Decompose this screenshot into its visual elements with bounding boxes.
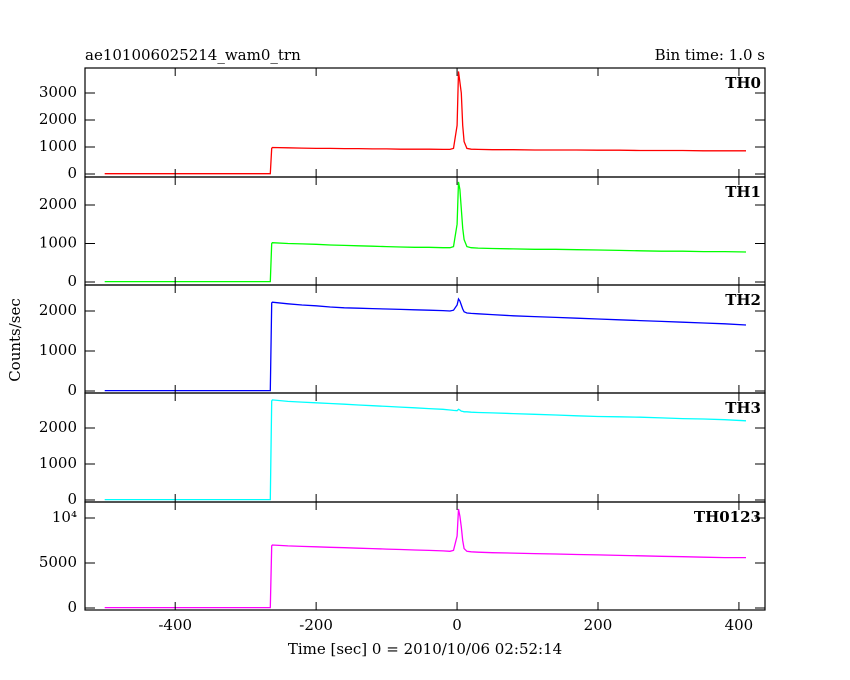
y-tick-label: 1000 bbox=[39, 233, 77, 251]
y-tick-label: 10⁴ bbox=[52, 508, 77, 526]
light-curve bbox=[104, 399, 747, 501]
y-tick-label: 2000 bbox=[39, 301, 77, 319]
panel-label: TH0 bbox=[725, 74, 761, 92]
panel-label: TH1 bbox=[725, 183, 761, 201]
panel-frame bbox=[84, 392, 766, 503]
y-tick-label: 3000 bbox=[39, 83, 77, 101]
light-curve bbox=[104, 297, 747, 392]
panel-frame bbox=[84, 176, 766, 286]
panel-frame bbox=[84, 501, 766, 611]
panel-label: TH3 bbox=[725, 399, 761, 417]
panel-frame bbox=[84, 67, 766, 178]
y-tick-label: 1000 bbox=[39, 454, 77, 472]
y-tick-label: 2000 bbox=[39, 195, 77, 213]
y-tick-label: 1000 bbox=[39, 137, 77, 155]
bin-time: Bin time: 1.0 s bbox=[655, 46, 765, 64]
light-curve bbox=[104, 181, 747, 283]
light-curve bbox=[104, 508, 746, 609]
y-tick-label: 2000 bbox=[39, 418, 77, 436]
x-tick-label: 400 bbox=[725, 616, 754, 634]
y-tick-label: 0 bbox=[67, 381, 77, 399]
x-tick-label: -400 bbox=[158, 616, 192, 634]
y-tick-label: 2000 bbox=[39, 110, 77, 128]
y-tick-label: 0 bbox=[67, 598, 77, 616]
light-curve bbox=[104, 71, 746, 175]
x-axis-label: Time [sec] 0 = 2010/10/06 02:52:14 bbox=[288, 640, 562, 658]
panel-frame bbox=[84, 284, 766, 394]
panel-label: TH0123 bbox=[694, 508, 761, 526]
chart-title: ae101006025214_wam0_trn bbox=[85, 46, 301, 64]
x-tick-label: 0 bbox=[452, 616, 462, 634]
y-tick-label: 1000 bbox=[39, 341, 77, 359]
y-tick-label: 0 bbox=[67, 272, 77, 290]
panel-label: TH2 bbox=[725, 291, 761, 309]
y-tick-label: 0 bbox=[67, 490, 77, 508]
x-tick-label: -200 bbox=[299, 616, 333, 634]
x-tick-label: 200 bbox=[584, 616, 613, 634]
y-tick-label: 0 bbox=[67, 164, 77, 182]
y-axis-label: Counts/sec bbox=[6, 298, 24, 382]
y-tick-label: 5000 bbox=[39, 553, 77, 571]
